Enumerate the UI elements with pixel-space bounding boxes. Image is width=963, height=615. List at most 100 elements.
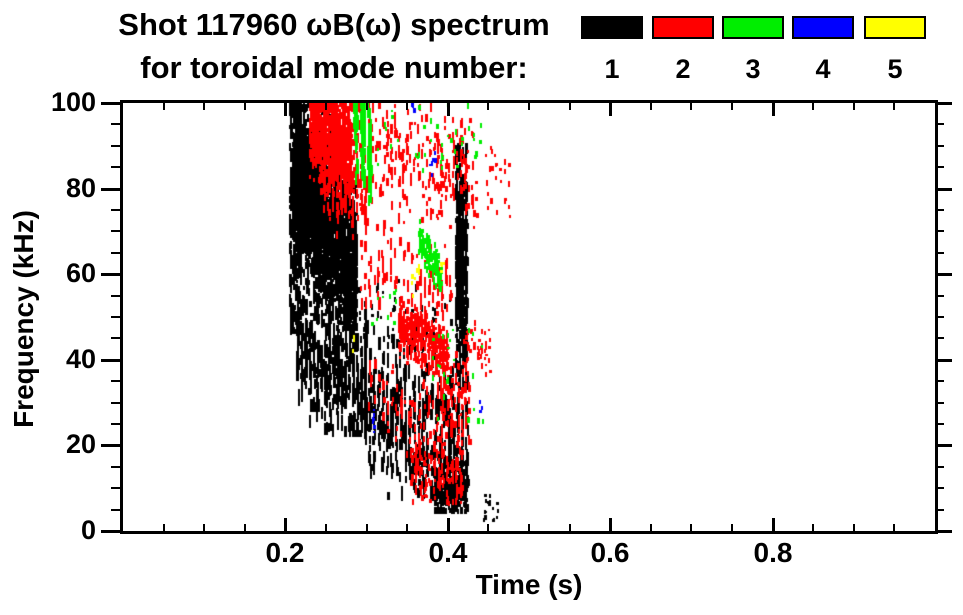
x-minor-tick-bottom xyxy=(487,524,489,531)
x-minor-tick-top xyxy=(690,103,692,110)
y-major-tick-right-80 xyxy=(936,188,952,191)
y-minor-tick-left xyxy=(111,209,120,211)
y-minor-tick-left xyxy=(111,380,120,382)
y-minor-tick-left xyxy=(111,252,120,254)
y-minor-tick-right xyxy=(936,423,944,425)
y-tick-label-0: 0 xyxy=(80,515,96,545)
legend-label-5: 5 xyxy=(887,54,903,84)
legend-swatch-3 xyxy=(722,16,784,39)
x-major-tick-bottom-0.4 xyxy=(447,518,450,531)
x-major-tick-bottom-0.2 xyxy=(284,518,287,531)
y-major-tick-right-0 xyxy=(936,530,952,533)
x-minor-tick-top xyxy=(487,103,489,110)
y-major-tick-left-0 xyxy=(101,530,120,533)
x-minor-tick-bottom xyxy=(325,524,327,531)
y-tick-label-40: 40 xyxy=(65,344,96,374)
x-major-tick-top-0.6 xyxy=(609,103,612,116)
legend-label-4: 4 xyxy=(815,54,831,84)
legend-swatch-4 xyxy=(792,16,854,39)
legend-label-3: 3 xyxy=(745,54,761,84)
x-major-tick-bottom-0.8 xyxy=(772,518,775,531)
x-minor-tick-top xyxy=(366,103,368,110)
y-axis-title: Frequency (kHz) xyxy=(8,210,39,428)
y-minor-tick-right xyxy=(936,337,944,339)
y-minor-tick-left xyxy=(111,230,120,232)
x-minor-tick-top xyxy=(650,103,652,110)
x-minor-tick-top xyxy=(853,103,855,110)
y-tick-label-20: 20 xyxy=(65,429,96,459)
x-minor-tick-top xyxy=(203,103,205,110)
y-tick-label-80: 80 xyxy=(65,173,96,203)
x-minor-tick-top xyxy=(812,103,814,110)
y-minor-tick-left xyxy=(111,487,120,489)
y-major-tick-left-60 xyxy=(101,273,120,276)
x-minor-tick-bottom xyxy=(690,524,692,531)
x-minor-tick-top xyxy=(569,103,571,110)
y-major-tick-left-40 xyxy=(101,359,120,362)
y-minor-tick-right xyxy=(936,295,944,297)
y-minor-tick-left xyxy=(111,423,120,425)
x-minor-tick-top xyxy=(731,103,733,110)
legend-item-mode-2: 2 xyxy=(652,16,714,85)
y-major-tick-left-100 xyxy=(101,102,120,105)
legend-swatch-1 xyxy=(581,16,643,39)
legend-item-mode-1: 1 xyxy=(581,16,643,85)
x-axis-title: Time (s) xyxy=(475,569,583,600)
x-minor-tick-top xyxy=(244,103,246,110)
x-minor-tick-bottom xyxy=(893,524,895,531)
y-major-tick-left-80 xyxy=(101,188,120,191)
x-minor-tick-top xyxy=(893,103,895,110)
y-minor-tick-right xyxy=(936,487,944,489)
x-tick-label-0.2: 0.2 xyxy=(265,537,305,568)
x-minor-tick-bottom xyxy=(853,524,855,531)
x-tick-label-0.4: 0.4 xyxy=(428,537,468,568)
x-minor-tick-bottom xyxy=(650,524,652,531)
y-minor-tick-right xyxy=(936,123,944,125)
y-minor-tick-left xyxy=(111,145,120,147)
x-major-tick-bottom-0.6 xyxy=(609,518,612,531)
x-major-tick-top-0.2 xyxy=(284,103,287,116)
chart-title-line1: Shot 117960 ωB(ω) spectrum xyxy=(118,7,550,42)
y-minor-tick-left xyxy=(111,166,120,168)
x-tick-label-0.6: 0.6 xyxy=(590,537,630,568)
chart-title-line2: for toroidal mode number: xyxy=(140,49,528,85)
chart-title: Shot 117960 ωB(ω) spectrum for toroidal … xyxy=(88,4,580,90)
x-minor-tick-bottom xyxy=(569,524,571,531)
y-minor-tick-left xyxy=(111,316,120,318)
y-minor-tick-right xyxy=(936,230,944,232)
y-minor-tick-left xyxy=(111,402,120,404)
spectrogram-canvas xyxy=(123,103,935,531)
y-minor-tick-right xyxy=(936,316,944,318)
y-major-tick-right-40 xyxy=(936,359,952,362)
y-tick-label-100: 100 xyxy=(50,87,96,117)
y-major-tick-left-20 xyxy=(101,444,120,447)
y-minor-tick-right xyxy=(936,466,944,468)
y-minor-tick-right xyxy=(936,166,944,168)
y-major-tick-right-20 xyxy=(936,444,952,447)
legend-item-mode-4: 4 xyxy=(792,16,854,85)
y-minor-tick-left xyxy=(111,295,120,297)
y-minor-tick-left xyxy=(111,337,120,339)
x-tick-label-0.8: 0.8 xyxy=(753,537,793,568)
y-minor-tick-left xyxy=(111,509,120,511)
x-minor-tick-bottom xyxy=(528,524,530,531)
x-minor-tick-bottom xyxy=(203,524,205,531)
y-minor-tick-left xyxy=(111,466,120,468)
x-minor-tick-top xyxy=(325,103,327,110)
x-minor-tick-bottom xyxy=(731,524,733,531)
x-minor-tick-bottom xyxy=(406,524,408,531)
x-major-tick-top-0.8 xyxy=(772,103,775,116)
y-minor-tick-right xyxy=(936,145,944,147)
legend-label-1: 1 xyxy=(604,54,620,84)
x-minor-tick-bottom xyxy=(366,524,368,531)
y-tick-label-60: 60 xyxy=(65,258,96,288)
y-minor-tick-right xyxy=(936,252,944,254)
legend-label-2: 2 xyxy=(675,54,691,84)
y-minor-tick-right xyxy=(936,509,944,511)
x-minor-tick-bottom xyxy=(812,524,814,531)
x-minor-tick-top xyxy=(406,103,408,110)
y-major-tick-right-60 xyxy=(936,273,952,276)
y-minor-tick-right xyxy=(936,402,944,404)
legend-swatch-2 xyxy=(652,16,714,39)
legend-swatch-5 xyxy=(864,16,926,39)
